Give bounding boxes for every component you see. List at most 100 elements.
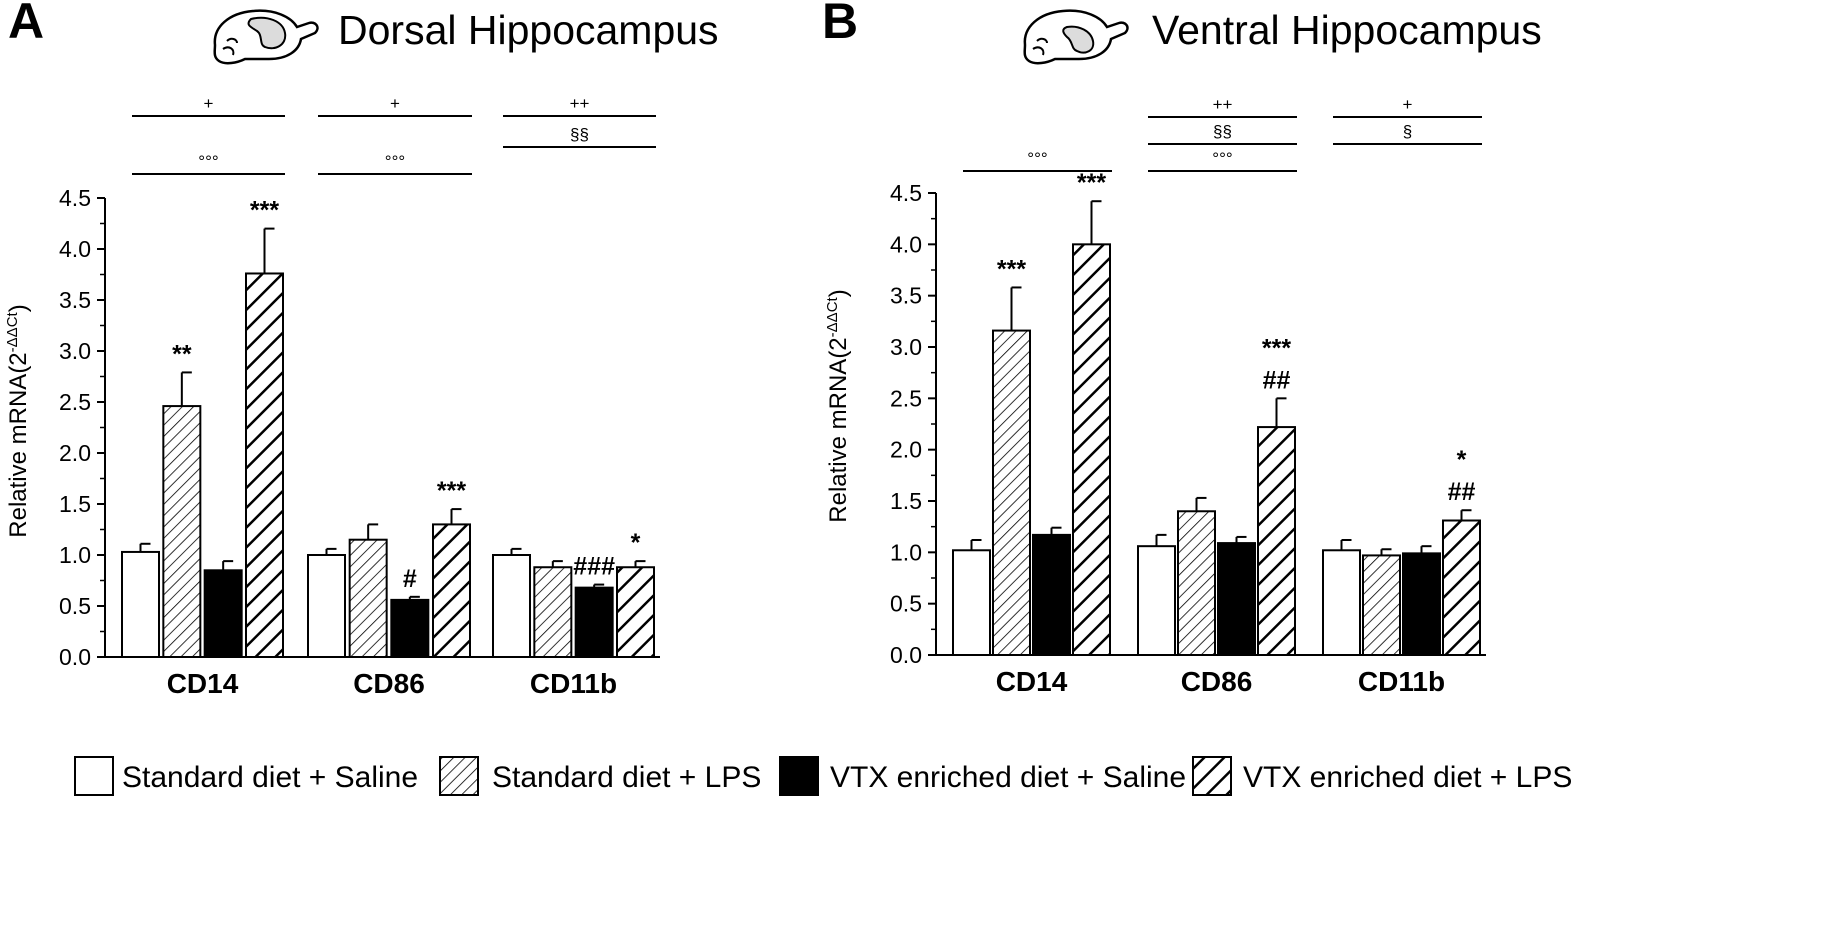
legend-swatch-hatch-thick — [1192, 756, 1232, 796]
legend-swatch-white — [74, 756, 114, 796]
y-tick-label: 3.5 — [59, 287, 91, 313]
significance-label: ### — [573, 553, 615, 581]
bracket-label: + — [204, 94, 214, 113]
panel-b-plot-area: 0.0 0.5 1.0 1.5 2.0 2.5 3.0 3.5 4.0 4.5 *** *** CD14… — [890, 95, 1486, 697]
y-tick-label: 1.5 — [59, 491, 91, 517]
bar — [432, 523, 471, 659]
y-tick-label: 0.5 — [890, 591, 922, 617]
category-label: CD86 — [1181, 666, 1253, 697]
brain-sagittal-icon — [213, 9, 319, 65]
bar — [952, 549, 991, 657]
y-tick-label: 3.0 — [890, 334, 922, 360]
legend-label: VTX enriched diet + Saline — [830, 761, 1186, 794]
bracket-label: °°° — [1027, 149, 1047, 168]
y-tick-label: 1.0 — [890, 539, 922, 565]
y-tick-label: 1.5 — [890, 488, 922, 514]
panel-a-chart: A Dorsal Hippocampus Relative mRNA(2-ΔΔC… — [4, 0, 719, 699]
y-tick-label: 2.5 — [890, 385, 922, 411]
panel-a-plot-area: 0.00.51.01.52.02.53.03.54.04.5*****CD14#… — [59, 94, 660, 699]
bracket-label: ++ — [570, 94, 590, 113]
bracket-label: ++ — [1213, 95, 1233, 114]
category-label: CD86 — [353, 668, 425, 699]
significance-label: * — [1457, 446, 1467, 474]
legend-item-standard-saline: Standard diet + Saline — [74, 756, 418, 796]
category-label: CD11b — [1358, 666, 1445, 697]
significance-label: ## — [1263, 366, 1291, 394]
bar — [390, 598, 430, 659]
y-tick-label: 1.0 — [59, 542, 91, 568]
bar — [1322, 549, 1361, 657]
bar — [1032, 533, 1071, 657]
legend-label: Standard diet + LPS — [492, 761, 761, 794]
legend-item-standard-lps: Standard diet + LPS — [439, 756, 761, 796]
significance-label: *** — [437, 477, 466, 505]
bar — [1257, 426, 1296, 656]
bracket-label: §§ — [570, 125, 589, 144]
bar — [616, 566, 655, 658]
bar — [992, 329, 1031, 656]
panel-a-title: Dorsal Hippocampus — [338, 7, 719, 53]
legend-item-vtx-lps: VTX enriched diet + LPS — [1192, 756, 1572, 796]
y-tick-label: 2.0 — [890, 437, 922, 463]
y-tick-label: 0.0 — [59, 644, 91, 670]
bracket-label: °°° — [385, 152, 405, 171]
y-tick-label: 0.5 — [59, 593, 91, 619]
bar — [162, 405, 202, 658]
bracket-label: § — [1403, 122, 1412, 141]
y-tick-label: 2.0 — [59, 440, 91, 466]
legend-label: VTX enriched diet + LPS — [1243, 761, 1572, 794]
panel-a-letter: A — [8, 0, 44, 49]
bar — [245, 272, 284, 658]
legend-label: Standard diet + Saline — [122, 761, 418, 794]
significance-label: *** — [1262, 334, 1291, 362]
bracket-label: + — [390, 94, 400, 113]
y-tick-label: 0.0 — [890, 642, 922, 668]
significance-label: * — [631, 529, 641, 557]
significance-label: ** — [172, 340, 192, 368]
panel-b-title: Ventral Hippocampus — [1152, 7, 1542, 53]
panel-a-y-axis-label: Relative mRNA(2-ΔΔCt) — [4, 304, 32, 537]
y-tick-label: 4.0 — [890, 231, 922, 257]
bar — [1177, 510, 1216, 656]
panel-b-chart: B Ventral Hippocampus Relative mRNA(2-ΔΔ… — [822, 0, 1542, 697]
legend-swatch-black — [779, 756, 819, 796]
significance-label: ## — [1448, 478, 1476, 506]
significance-label: *** — [997, 255, 1026, 283]
bar — [1137, 545, 1176, 657]
panel-b-letter: B — [822, 0, 858, 49]
bracket-label: °°° — [198, 152, 218, 171]
y-tick-label: 4.5 — [59, 185, 91, 211]
panel-b-y-axis-label: Relative mRNA(2-ΔΔCt) — [824, 289, 852, 522]
legend-item-vtx-saline: VTX enriched diet + Saline — [779, 756, 1186, 796]
bracket-label: §§ — [1213, 122, 1232, 141]
brain-sagittal-icon — [1023, 9, 1129, 65]
significance-label: *** — [1077, 169, 1106, 197]
bar — [203, 569, 243, 658]
bar — [492, 554, 531, 658]
bar — [1442, 519, 1481, 656]
significance-label: # — [403, 565, 417, 593]
bar — [121, 550, 160, 658]
bracket-label: °°° — [1212, 149, 1232, 168]
significance-label: *** — [250, 197, 279, 225]
bar — [1072, 243, 1111, 656]
category-label: CD14 — [996, 666, 1068, 697]
category-label: CD14 — [167, 668, 239, 699]
bar — [1217, 542, 1256, 656]
bar — [574, 586, 614, 659]
y-tick-label: 4.5 — [890, 180, 922, 206]
legend-swatch-hatch-thin — [439, 756, 479, 796]
y-tick-label: 3.5 — [890, 283, 922, 309]
legend: Standard diet + Saline Standard diet + L… — [74, 756, 1572, 796]
y-tick-label: 4.0 — [59, 236, 91, 262]
bar — [348, 538, 388, 659]
bar — [1362, 554, 1401, 656]
y-tick-label: 3.0 — [59, 338, 91, 364]
y-tick-label: 2.5 — [59, 389, 91, 415]
category-label: CD11b — [530, 668, 617, 699]
bracket-label: + — [1403, 95, 1413, 114]
bar — [1402, 552, 1441, 656]
bar — [533, 566, 573, 658]
bar — [307, 554, 346, 658]
